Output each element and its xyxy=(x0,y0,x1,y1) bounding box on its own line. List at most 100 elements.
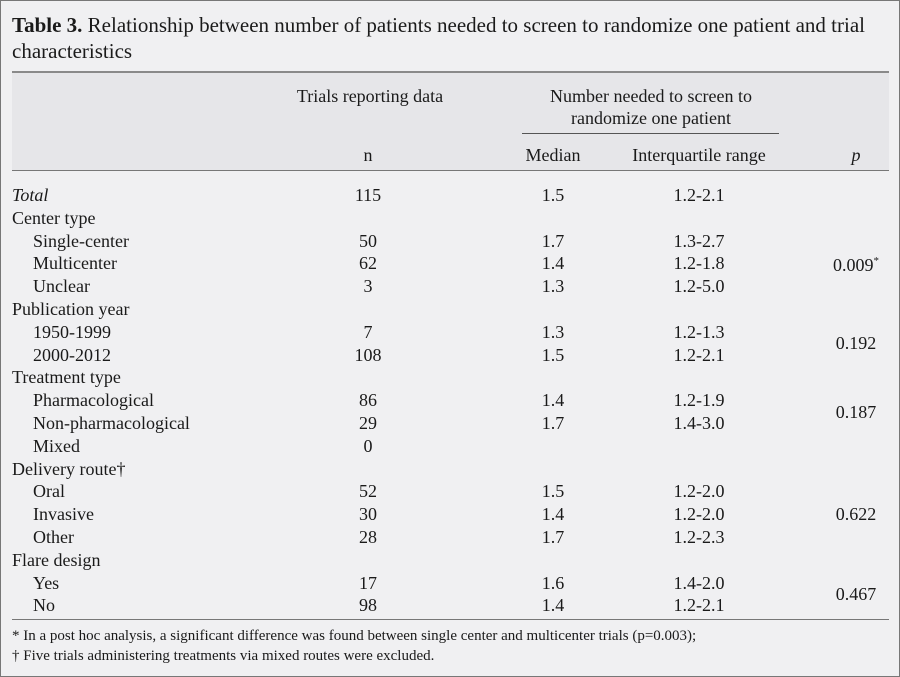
table-caption: Table 3. Relationship between number of … xyxy=(12,12,892,64)
spacer-cell xyxy=(446,275,500,298)
cell-median: 1.5 xyxy=(541,185,565,205)
cell-n: 52 xyxy=(359,481,377,502)
empty-p-cell xyxy=(792,184,900,207)
row-label: Center type xyxy=(12,207,96,228)
header-nns-line1: Number needed to screen to xyxy=(550,86,752,106)
row-label: Delivery route† xyxy=(12,458,126,479)
cell-median: 1.3 xyxy=(541,321,565,342)
cell-median: 1.6 xyxy=(541,572,565,593)
table-row: Non-pharmacological 29 1.7 1.4-3.0 xyxy=(0,412,900,435)
row-label: Multicenter xyxy=(33,253,117,274)
cell-n: 62 xyxy=(359,253,377,274)
row-label: 1950-1999 xyxy=(33,321,111,342)
cell-p-value: 0.187 xyxy=(792,389,900,435)
cell-p-value: 0.192 xyxy=(792,321,900,367)
cell-iqr: 1.4-3.0 xyxy=(673,412,725,433)
cell-median: 1.4 xyxy=(541,504,565,525)
footnotes: * In a post hoc analysis, a significant … xyxy=(12,626,890,666)
spacer-cell xyxy=(446,252,500,275)
header-trials: Trials reporting data xyxy=(296,86,444,106)
cell-median: 1.3 xyxy=(541,276,565,297)
cell-iqr: 1.2-1.3 xyxy=(673,321,725,342)
bottom-rule xyxy=(12,619,889,620)
header-span-rule xyxy=(522,133,779,134)
data-table: Total 115 1.5 1.2-2.1 Center type Single-cent… xyxy=(0,184,900,617)
cell-median: 1.5 xyxy=(541,344,565,365)
table-row: Multicenter 62 1.4 1.2-1.8 xyxy=(0,252,900,275)
cell-median: 1.4 xyxy=(541,595,565,616)
header-nns-line2: randomize one patient xyxy=(571,108,731,128)
cell-iqr: 1.4-2.0 xyxy=(673,572,725,593)
header-iqr: Interquartile range xyxy=(632,145,766,165)
footnote-mark: * xyxy=(873,255,880,268)
p-value: 0.467 xyxy=(835,583,877,604)
row-label: Non-pharmacological xyxy=(33,412,190,433)
cell-median: 1.7 xyxy=(541,230,565,251)
spacer-cell xyxy=(446,572,500,595)
spacer-cell xyxy=(446,344,500,367)
cell-n: 115 xyxy=(354,185,382,205)
spacer-cell xyxy=(446,503,500,526)
cell-iqr: 1.2-2.0 xyxy=(673,481,725,502)
table-row: Other 28 1.7 1.2-2.3 xyxy=(0,526,900,549)
header-n: n xyxy=(363,145,373,165)
spacer-cell xyxy=(446,480,500,503)
cell-p-value: 0.622 xyxy=(792,480,900,548)
p-value: 0.192 xyxy=(835,333,877,354)
cell-p-value: 0.009* xyxy=(792,230,900,298)
spacer-cell xyxy=(446,389,500,412)
empty-p-cell xyxy=(792,207,900,230)
table-row: Total 115 1.5 1.2-2.1 xyxy=(0,184,900,207)
empty-p-cell xyxy=(792,549,900,572)
cell-n: 50 xyxy=(359,230,377,251)
table-row: Mixed 0 xyxy=(0,435,900,458)
group-header-row: Center type xyxy=(0,207,900,230)
cell-n: 7 xyxy=(363,321,373,342)
table-row: 2000-2012 108 1.5 1.2-2.1 xyxy=(0,344,900,367)
table-row: Unclear 3 1.3 1.2-5.0 xyxy=(0,275,900,298)
cell-n: 28 xyxy=(359,526,377,547)
footnote-1: * In a post hoc analysis, a significant … xyxy=(12,628,697,644)
group-header-row: Treatment type xyxy=(0,366,900,389)
cell-n: 86 xyxy=(359,390,377,411)
row-label: Oral xyxy=(33,481,65,502)
top-rule xyxy=(12,71,889,73)
group-header-row: Flare design xyxy=(0,549,900,572)
table-title: Relationship between number of patients … xyxy=(12,13,865,63)
table-row: 1950-1999 7 1.3 1.2-1.3 0.192 xyxy=(0,321,900,353)
cell-median: 1.7 xyxy=(541,412,565,433)
cell-median: 1.7 xyxy=(541,526,565,547)
table-row: No 98 1.4 1.2-2.1 xyxy=(0,594,900,617)
cell-iqr: 1.2-5.0 xyxy=(673,276,725,297)
p-value: 0.009 xyxy=(833,255,874,276)
row-label: Pharmacological xyxy=(33,390,154,411)
cell-iqr xyxy=(606,435,792,458)
row-label: No xyxy=(33,595,55,616)
spacer-cell xyxy=(446,435,500,458)
header-p: p xyxy=(851,145,861,165)
empty-cell xyxy=(290,549,792,572)
empty-p-cell xyxy=(792,298,900,321)
p-value: 0.622 xyxy=(835,504,877,525)
cell-median: 1.4 xyxy=(541,253,565,274)
row-label: Invasive xyxy=(33,504,94,525)
table-row: Oral 52 1.5 1.2-2.0 0.622 xyxy=(0,480,900,524)
cell-median xyxy=(500,435,606,458)
cell-median: 1.4 xyxy=(541,390,565,411)
row-label: Single-center xyxy=(33,230,129,251)
spacer-cell xyxy=(446,184,500,207)
row-label: 2000-2012 xyxy=(33,344,111,365)
spacer-cell xyxy=(446,526,500,549)
empty-p-cell xyxy=(792,458,900,481)
cell-iqr: 1.2-2.1 xyxy=(673,595,725,616)
cell-p-value: 0.467 xyxy=(792,572,900,618)
cell-n: 30 xyxy=(359,504,377,525)
table-row: Yes 17 1.6 1.4-2.0 0.467 xyxy=(0,572,900,604)
cell-n: 17 xyxy=(359,572,377,593)
table-row: Single-center 50 1.7 1.3-2.7 0.009* xyxy=(0,230,900,276)
empty-p-cell xyxy=(792,435,900,458)
cell-iqr: 1.2-2.1 xyxy=(673,344,725,365)
cell-n: 0 xyxy=(363,435,373,456)
cell-n: 108 xyxy=(354,344,382,365)
table-row: Pharmacological 86 1.4 1.2-1.9 0.187 xyxy=(0,389,900,421)
